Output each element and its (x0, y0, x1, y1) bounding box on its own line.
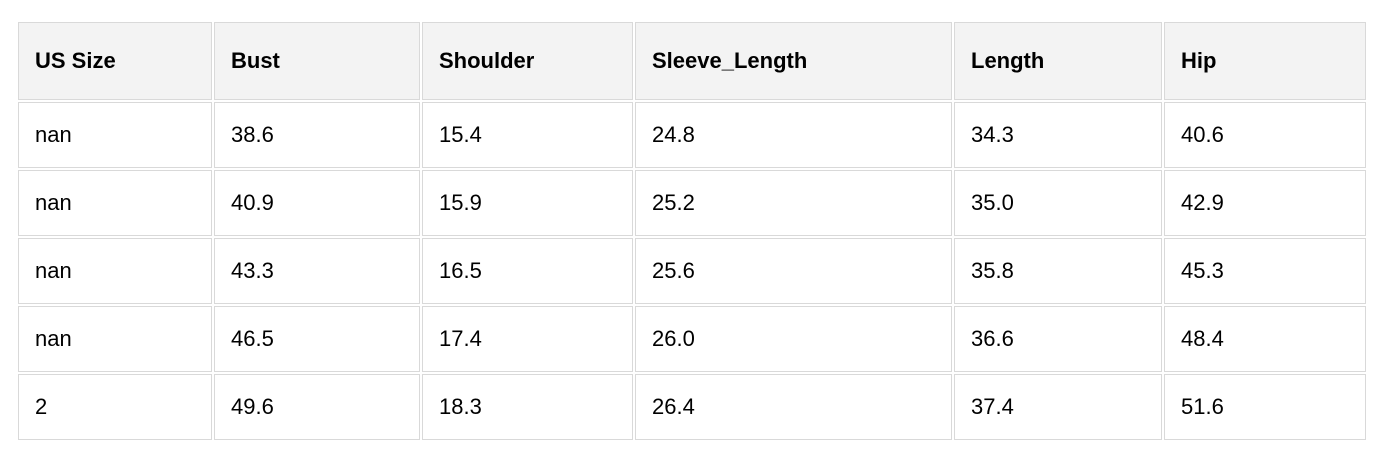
table-cell-shoulder: 15.4 (422, 102, 633, 168)
table-cell-hip: 45.3 (1164, 238, 1366, 304)
table-cell-length: 34.3 (954, 102, 1162, 168)
table-cell-length: 35.0 (954, 170, 1162, 236)
table-cell-hip: 42.9 (1164, 170, 1366, 236)
table-cell-us-size: nan (18, 238, 212, 304)
table-cell-shoulder: 17.4 (422, 306, 633, 372)
column-header-us-size: US Size (18, 22, 212, 100)
table-cell-us-size: nan (18, 102, 212, 168)
column-header-length: Length (954, 22, 1162, 100)
table-cell-hip: 40.6 (1164, 102, 1366, 168)
table-cell-us-size: nan (18, 306, 212, 372)
table-cell-length: 36.6 (954, 306, 1162, 372)
table-cell-sleeve-length: 25.6 (635, 238, 952, 304)
column-header-bust: Bust (214, 22, 420, 100)
table-row: nan 40.9 15.9 25.2 35.0 42.9 (18, 170, 1366, 236)
header-row: US Size Bust Shoulder Sleeve_Length Leng… (18, 22, 1366, 100)
table-cell-length: 37.4 (954, 374, 1162, 440)
table-cell-shoulder: 16.5 (422, 238, 633, 304)
table-cell-sleeve-length: 26.4 (635, 374, 952, 440)
table-cell-sleeve-length: 25.2 (635, 170, 952, 236)
table-cell-bust: 43.3 (214, 238, 420, 304)
column-header-hip: Hip (1164, 22, 1366, 100)
table-cell-length: 35.8 (954, 238, 1162, 304)
table-cell-bust: 49.6 (214, 374, 420, 440)
table-cell-hip: 48.4 (1164, 306, 1366, 372)
table-cell-shoulder: 18.3 (422, 374, 633, 440)
table-row: nan 38.6 15.4 24.8 34.3 40.6 (18, 102, 1366, 168)
table-cell-bust: 38.6 (214, 102, 420, 168)
column-header-sleeve-length: Sleeve_Length (635, 22, 952, 100)
table-cell-sleeve-length: 26.0 (635, 306, 952, 372)
column-header-shoulder: Shoulder (422, 22, 633, 100)
table-cell-hip: 51.6 (1164, 374, 1366, 440)
table-cell-us-size: nan (18, 170, 212, 236)
table-row: nan 46.5 17.4 26.0 36.6 48.4 (18, 306, 1366, 372)
table-row: 2 49.6 18.3 26.4 37.4 51.6 (18, 374, 1366, 440)
table-cell-bust: 46.5 (214, 306, 420, 372)
table-cell-shoulder: 15.9 (422, 170, 633, 236)
table-cell-sleeve-length: 24.8 (635, 102, 952, 168)
table-cell-bust: 40.9 (214, 170, 420, 236)
size-chart-table: US Size Bust Shoulder Sleeve_Length Leng… (16, 20, 1368, 442)
table-row: nan 43.3 16.5 25.6 35.8 45.3 (18, 238, 1366, 304)
table-cell-us-size: 2 (18, 374, 212, 440)
